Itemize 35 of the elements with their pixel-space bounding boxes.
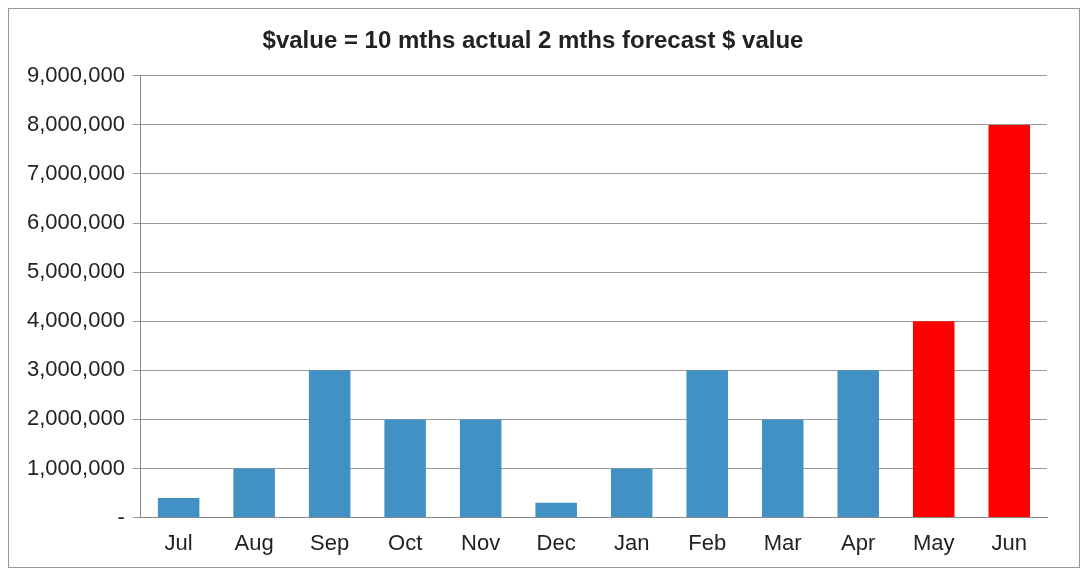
bar xyxy=(761,419,804,518)
bar xyxy=(459,419,502,518)
bar xyxy=(686,370,728,518)
x-tick-label: Jan xyxy=(613,529,650,555)
x-tick-label: Aug xyxy=(234,529,274,555)
bar xyxy=(988,124,1031,518)
chart-title: $value = 10 mths actual 2 mths forecast $ value xyxy=(262,26,804,54)
bar xyxy=(535,502,577,518)
y-tick-label: - xyxy=(117,503,125,529)
y-tick-label: 6,000,000 xyxy=(27,209,125,235)
bar xyxy=(610,468,653,518)
y-tick-label: 5,000,000 xyxy=(27,258,125,284)
bar xyxy=(157,497,200,518)
bar xyxy=(837,370,879,518)
x-tick-label: Jul xyxy=(164,529,193,555)
y-tick-label: 8,000,000 xyxy=(27,110,125,136)
x-tick-label: Nov xyxy=(461,529,501,555)
y-tick-label: 2,000,000 xyxy=(27,405,125,431)
x-tick-label: Dec xyxy=(536,529,576,555)
x-tick-label: Apr xyxy=(841,529,876,555)
x-tick-label: Feb xyxy=(688,529,727,555)
y-tick-label: 1,000,000 xyxy=(27,454,125,480)
bar xyxy=(384,419,426,518)
bar xyxy=(912,321,955,518)
y-tick-label: 3,000,000 xyxy=(27,356,125,382)
x-tick-label: Mar xyxy=(763,529,802,555)
x-tick-label: Sep xyxy=(310,529,350,555)
x-tick-label: May xyxy=(912,529,955,555)
bar xyxy=(233,468,275,518)
bar xyxy=(308,370,351,518)
x-tick-label: Oct xyxy=(388,529,423,555)
y-tick-label: 4,000,000 xyxy=(27,307,125,333)
x-tick-label: Jun xyxy=(991,529,1027,555)
y-tick-label: 9,000,000 xyxy=(27,61,125,87)
y-tick-label: 7,000,000 xyxy=(27,160,125,186)
